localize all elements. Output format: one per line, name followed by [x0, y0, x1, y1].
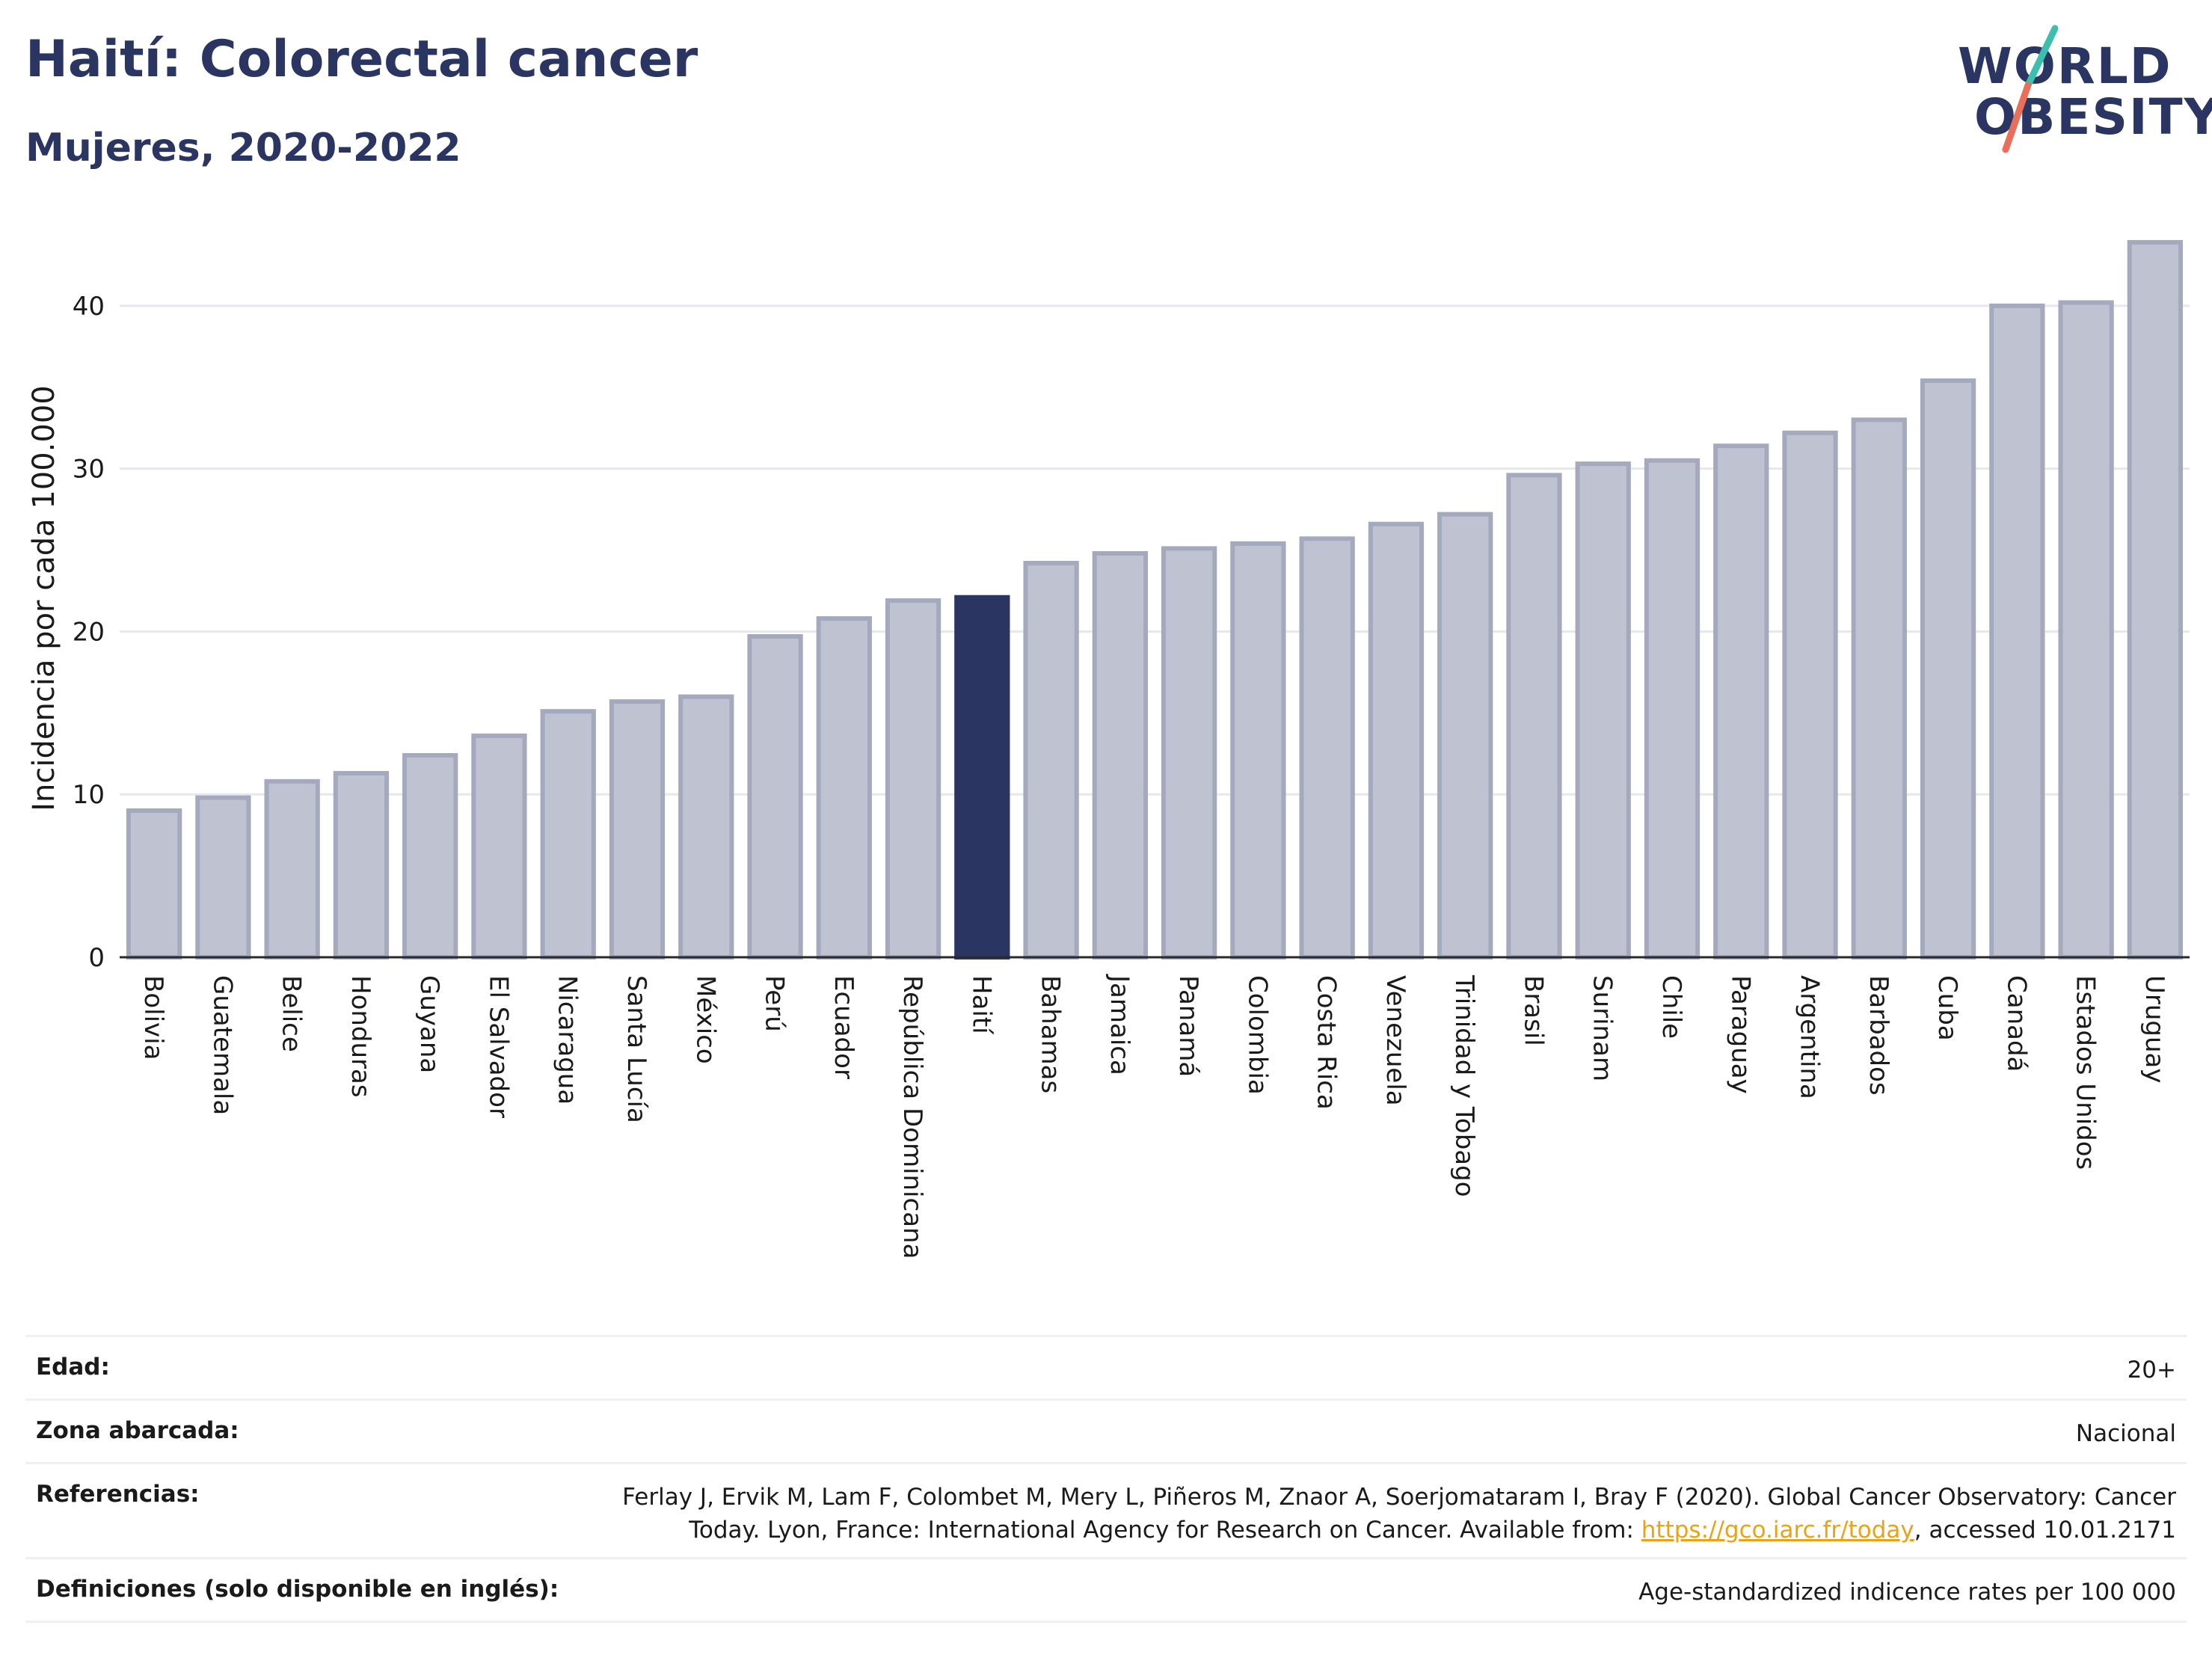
bar-honduras[interactable]	[333, 770, 390, 960]
bar-santa-lucía[interactable]	[609, 699, 666, 959]
bar-bahamas[interactable]	[1023, 560, 1079, 959]
x-tick-label: Uruguay	[2139, 975, 2169, 1084]
x-tick-label: República Dominicana	[897, 975, 927, 1259]
y-tick-label: 30	[73, 455, 105, 485]
bar-bolivia[interactable]	[126, 808, 182, 959]
x-tick-label: Panamá	[1173, 975, 1203, 1077]
x-tick-label: Colombia	[1242, 975, 1272, 1095]
bar-belice[interactable]	[264, 779, 320, 960]
bar-méxico[interactable]	[678, 694, 734, 959]
bar-república-dominicana[interactable]	[885, 598, 941, 959]
info-table: Edad: 20+ Zona abarcada: Nacional Refere…	[25, 1335, 2187, 1623]
info-row-references: Referencias: Ferlay J, Ervik M, Lam F, C…	[25, 1462, 2187, 1557]
x-tick-label: Paraguay	[1725, 975, 1755, 1094]
y-tick-label: 0	[88, 943, 105, 973]
bar-surinam[interactable]	[1575, 461, 1631, 959]
x-tick-label: Surinam	[1588, 975, 1617, 1081]
bar-barbados[interactable]	[1851, 417, 1907, 959]
bar-canadá[interactable]	[1989, 303, 2045, 959]
x-tick-label: Argentina	[1795, 975, 1825, 1099]
age-label: Edad:	[36, 1354, 110, 1381]
x-tick-label: Canadá	[2001, 975, 2031, 1072]
x-tick-label: México	[690, 975, 720, 1064]
bar-nicaragua[interactable]	[540, 709, 596, 960]
x-tick-label: Ecuador	[829, 975, 858, 1079]
defs-label: Definiciones (solo disponible en inglés)…	[36, 1576, 559, 1603]
bar-haití[interactable]	[954, 595, 1010, 959]
x-tick-label: Chile	[1656, 975, 1686, 1039]
x-tick-label: Honduras	[345, 975, 375, 1098]
bar-guatemala[interactable]	[195, 795, 251, 959]
refs-link[interactable]: https://gco.iarc.fr/today	[1641, 1517, 1914, 1544]
x-tick-label: Trinidad y Tobago	[1449, 974, 1479, 1197]
x-tick-label: Belice	[277, 975, 307, 1052]
bar-uruguay[interactable]	[2127, 239, 2184, 959]
x-tick-label: Venezuela	[1380, 975, 1410, 1106]
bar-ecuador[interactable]	[816, 616, 872, 959]
refs-label: Referencias:	[36, 1481, 200, 1508]
logo-line1: WORLD	[1958, 37, 2172, 95]
logo-slash-icon	[2002, 25, 2059, 153]
y-tick-label: 10	[73, 780, 105, 810]
x-tick-label: Estados Unidos	[2071, 975, 2101, 1170]
bar-chile[interactable]	[1644, 458, 1701, 959]
bar-colombia[interactable]	[1230, 541, 1286, 959]
x-tick-label: Brasil	[1518, 975, 1548, 1046]
bar-el-salvador[interactable]	[471, 733, 527, 959]
info-row-age: Edad: 20+	[25, 1335, 2187, 1398]
x-tick-label: Guatemala	[207, 975, 237, 1115]
refs-line1: Ferlay J, Ervik M, Lam F, Colombet M, Me…	[622, 1484, 2176, 1511]
bar-costa-rica[interactable]	[1299, 536, 1355, 959]
chart-subtitle: Mujeres, 2020-2022	[25, 126, 461, 171]
area-value: Nacional	[2075, 1420, 2176, 1447]
x-tick-label: Nicaragua	[553, 975, 583, 1105]
x-tick-label: Guyana	[414, 975, 444, 1073]
y-axis-label: Incidencia por cada 100.000	[27, 385, 61, 811]
defs-value: Age-standardized indicence rates per 100…	[1638, 1579, 2176, 1606]
bar-brasil[interactable]	[1506, 473, 1562, 959]
bar-estados-unidos[interactable]	[2058, 300, 2114, 959]
x-tick-label: El Salvador	[483, 975, 513, 1118]
age-value: 20+	[2127, 1357, 2176, 1384]
x-tick-label: Bahamas	[1036, 975, 1066, 1093]
bar-guyana[interactable]	[402, 752, 458, 959]
x-tick-label: Bolivia	[138, 975, 168, 1060]
info-row-area: Zona abarcada: Nacional	[25, 1398, 2187, 1462]
x-tick-label: Barbados	[1864, 975, 1893, 1096]
y-tick-label: 40	[73, 292, 105, 322]
x-tick-label: Haití	[966, 975, 996, 1035]
x-tick-label: Santa Lucía	[621, 975, 651, 1123]
y-tick-label: 20	[73, 617, 105, 647]
refs-line2b: , accessed 10.01.2171	[1914, 1517, 2176, 1544]
bar-cuba[interactable]	[1920, 378, 1976, 960]
refs-line2a: Today. Lyon, France: International Agenc…	[689, 1517, 1641, 1544]
bar-perú[interactable]	[747, 633, 803, 959]
bar-jamaica[interactable]	[1092, 550, 1149, 959]
x-tick-label: Jamaica	[1105, 974, 1134, 1075]
info-row-definitions: Definiciones (solo disponible en inglés)…	[25, 1557, 2187, 1623]
bar-chart: 0 10 20 30 40 Incidencia por cada 100.000 Boli…	[27, 239, 2190, 1259]
x-tick-label: Costa Rica	[1312, 975, 1342, 1110]
bar-argentina[interactable]	[1782, 430, 1838, 959]
bar-venezuela[interactable]	[1368, 521, 1425, 959]
chart-title: Haití: Colorectal cancer	[25, 30, 698, 89]
x-tick-label: Perú	[760, 975, 790, 1032]
world-obesity-logo: WORLD OBESITY	[1944, 22, 2212, 157]
bar-paraguay[interactable]	[1713, 443, 1769, 959]
area-label: Zona abarcada:	[36, 1417, 239, 1444]
x-tick-label: Cuba	[1932, 975, 1962, 1041]
bar-panamá[interactable]	[1161, 546, 1217, 959]
bar-trinidad-y-tobago[interactable]	[1437, 512, 1493, 959]
refs-value: Ferlay J, Ervik M, Lam F, Colombet M, Me…	[612, 1464, 2187, 1557]
